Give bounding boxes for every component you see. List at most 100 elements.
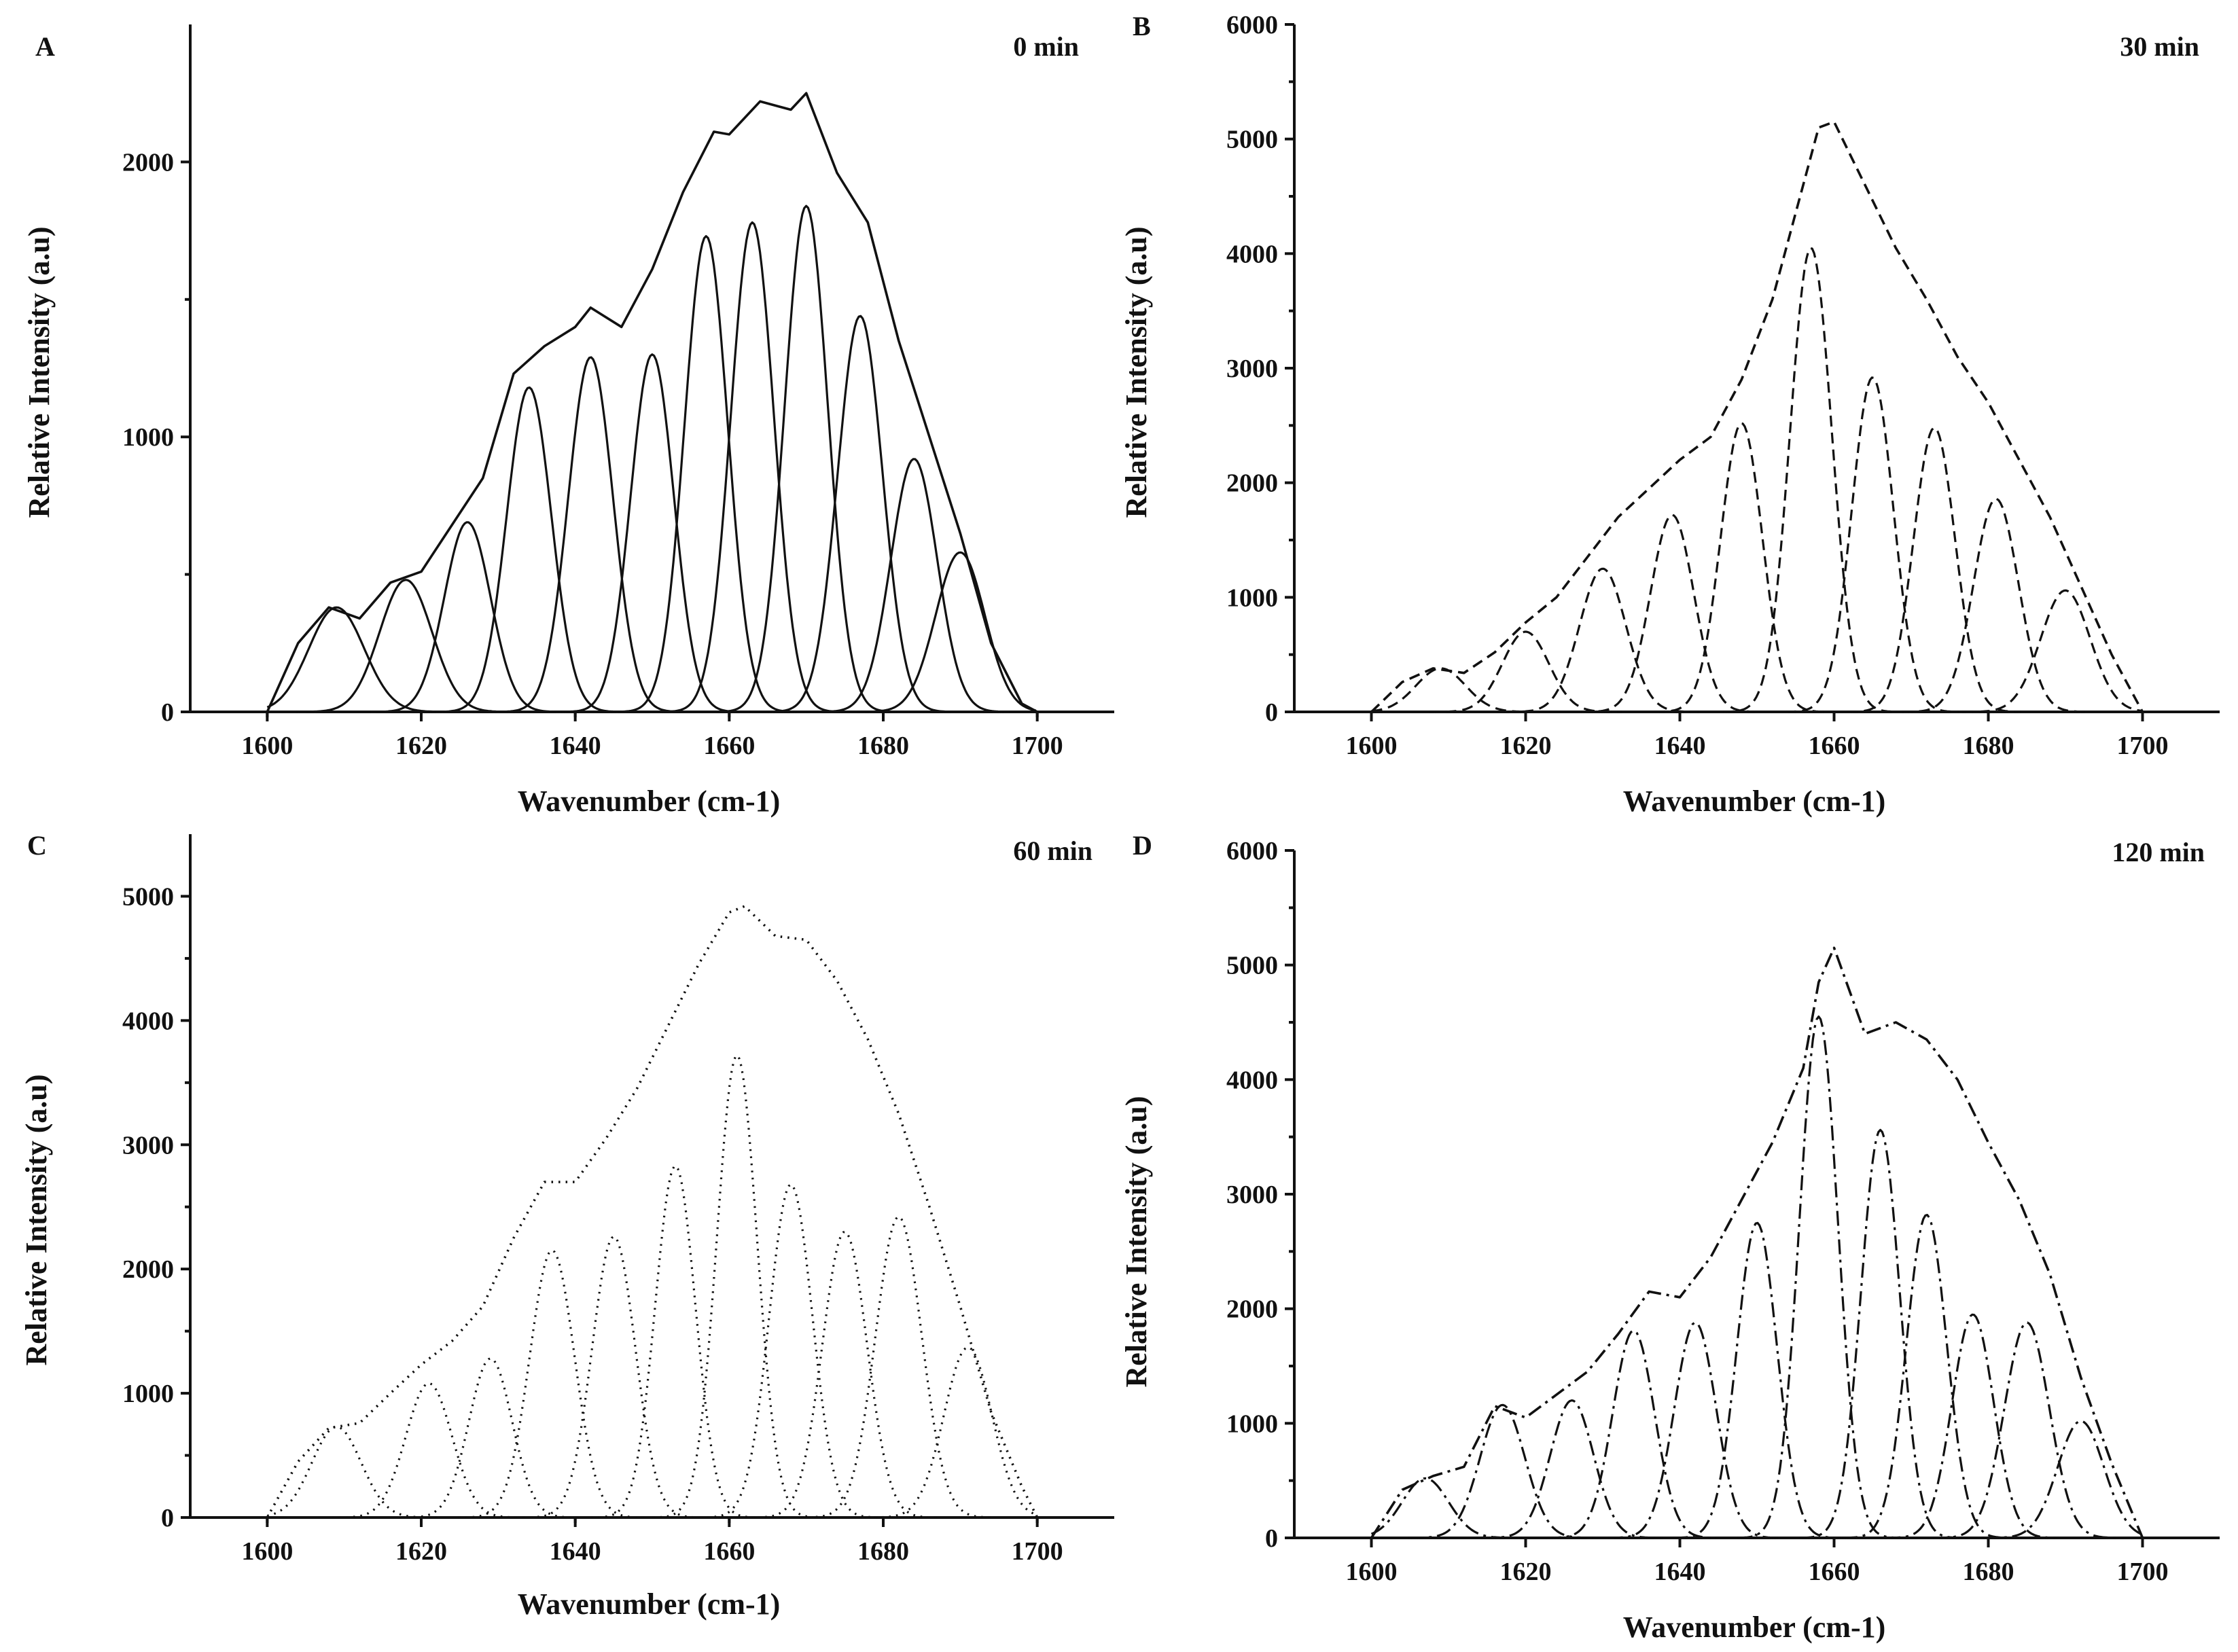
y-tick-label: 4000 — [1226, 1066, 1278, 1094]
y-tick-label: 1000 — [122, 423, 174, 452]
band-a-5 — [497, 356, 684, 713]
band-d-10 — [1885, 1313, 2059, 1539]
x-tick-label: 1600 — [1346, 732, 1398, 760]
time-label-a: 0 min — [1013, 31, 1079, 62]
x-tick-label: 1600 — [241, 1537, 293, 1566]
x-tick-label: 1620 — [1500, 1558, 1552, 1586]
y-tick-label: 4000 — [122, 1007, 174, 1035]
y-tick-label: 6000 — [1226, 11, 1278, 39]
y-tick-label: 5000 — [1226, 126, 1278, 154]
x-tick-label: 1700 — [1012, 1537, 1063, 1566]
y-tick-label: 4000 — [1226, 240, 1278, 268]
y-tick-label: 1000 — [122, 1380, 174, 1408]
y-tick-label: 0 — [161, 1504, 174, 1532]
y-tick-label: 1000 — [1226, 583, 1278, 612]
band-b-7 — [1785, 376, 1959, 713]
band-c-1 — [266, 1425, 439, 1519]
band-d-5 — [1608, 1321, 1781, 1539]
x-tick-label: 1700 — [2117, 1558, 2169, 1586]
y-tick-label: 3000 — [1226, 1181, 1278, 1209]
x-tick-label: 1600 — [241, 732, 293, 760]
y-tick-label: 2000 — [1226, 469, 1278, 498]
panel-d: D 120 min Relative Intensity (a.u) Waven… — [1119, 826, 2238, 1652]
x-tick-label: 1620 — [395, 732, 447, 760]
band-a-6 — [561, 353, 743, 713]
y-tick-label: 5000 — [122, 882, 174, 911]
panel-letter-d: D — [1133, 830, 1152, 861]
chart-c: C 60 min Relative Intensity (a.u) Wavenu… — [20, 830, 1114, 1621]
band-d-6 — [1673, 1221, 1841, 1539]
band-a-2 — [296, 579, 516, 713]
panel-letter-c: C — [27, 830, 47, 861]
envelope-b — [1370, 120, 2144, 713]
band-d-4 — [1546, 1329, 1720, 1539]
band-b-8 — [1847, 427, 2021, 713]
band-a-8 — [662, 221, 843, 713]
band-a-7 — [616, 235, 797, 713]
x-tick-label: 1600 — [1346, 1558, 1398, 1586]
y-tick-label: 2000 — [1226, 1295, 1278, 1324]
band-d-1 — [1370, 1477, 1522, 1539]
band-d-8 — [1799, 1128, 1961, 1539]
x-tick-label: 1660 — [703, 732, 755, 760]
band-d-3 — [1481, 1399, 1663, 1539]
band-b-3 — [1506, 567, 1699, 713]
x-tick-label: 1640 — [1654, 1558, 1706, 1586]
band-b-10 — [1961, 589, 2142, 713]
band-c-10 — [801, 1216, 995, 1519]
band-b-4 — [1581, 514, 1763, 713]
band-c-3 — [399, 1357, 582, 1519]
x-tick-label: 1640 — [1654, 732, 1706, 760]
band-b-9 — [1902, 497, 2089, 713]
x-tick-label: 1640 — [550, 1537, 601, 1566]
band-d-9 — [1842, 1214, 2010, 1539]
band-a-3 — [370, 521, 563, 713]
band-a-4 — [435, 386, 622, 713]
x-tick-label: 1620 — [1500, 732, 1552, 760]
y-axis-title-c: Relative Intensity (a.u) — [20, 1075, 53, 1366]
band-b-5 — [1654, 422, 1828, 713]
y-tick-label: 2000 — [122, 1255, 174, 1284]
band-b-6 — [1723, 247, 1898, 713]
x-axis-title-c: Wavenumber (cm-1) — [518, 1587, 781, 1621]
band-d-11 — [1932, 1321, 2120, 1539]
y-tick-label: 0 — [1265, 698, 1278, 727]
band-c-6 — [591, 1165, 759, 1519]
x-tick-label: 1620 — [395, 1537, 447, 1566]
x-tick-label: 1640 — [550, 732, 601, 760]
x-axis-title-b: Wavenumber (cm-1) — [1623, 785, 1886, 818]
panel-c: C 60 min Relative Intensity (a.u) Wavenu… — [0, 826, 1119, 1652]
band-c-5 — [523, 1236, 705, 1519]
band-c-2 — [332, 1382, 525, 1519]
y-tick-label: 0 — [1265, 1524, 1278, 1553]
chart-b: B 30 min Relative Intensity (a.u) Wavenu… — [1120, 11, 2220, 818]
y-axis-title-a: Relative Intensity (a.u) — [22, 227, 56, 518]
envelope-a — [266, 92, 1038, 713]
chart-a: A 0 min Relative Intensity (a.u) Wavenum… — [22, 24, 1114, 818]
x-tick-label: 1680 — [1963, 1558, 2014, 1586]
x-tick-label: 1680 — [857, 732, 909, 760]
envelope-c — [266, 905, 1039, 1518]
panel-letter-b: B — [1133, 11, 1151, 41]
envelope-d — [1370, 946, 2144, 1539]
panel-b: B 30 min Relative Intensity (a.u) Wavenu… — [1119, 0, 2238, 826]
band-b-2 — [1428, 630, 1622, 713]
band-b-1 — [1371, 667, 1543, 713]
x-tick-label: 1700 — [1012, 732, 1063, 760]
band-d-2 — [1408, 1403, 1596, 1539]
y-tick-label: 0 — [161, 698, 174, 727]
panel-letter-a: A — [35, 31, 55, 62]
band-c-8 — [700, 1183, 882, 1519]
band-a-10 — [766, 315, 953, 713]
y-tick-label: 2000 — [122, 148, 174, 177]
band-c-4 — [458, 1249, 645, 1519]
y-axis-title-b: Relative Intensity (a.u) — [1120, 227, 1153, 518]
panel-a: A 0 min Relative Intensity (a.u) Wavenum… — [0, 0, 1119, 826]
band-a-1 — [266, 606, 452, 713]
y-tick-label: 3000 — [1226, 355, 1278, 383]
band-d-7 — [1737, 1016, 1900, 1539]
y-tick-label: 6000 — [1226, 837, 1278, 865]
x-axis-title-a: Wavenumber (cm-1) — [518, 785, 781, 818]
x-tick-label: 1660 — [1809, 732, 1860, 760]
y-axis-title-d: Relative Intensity (a.u) — [1120, 1096, 1153, 1388]
